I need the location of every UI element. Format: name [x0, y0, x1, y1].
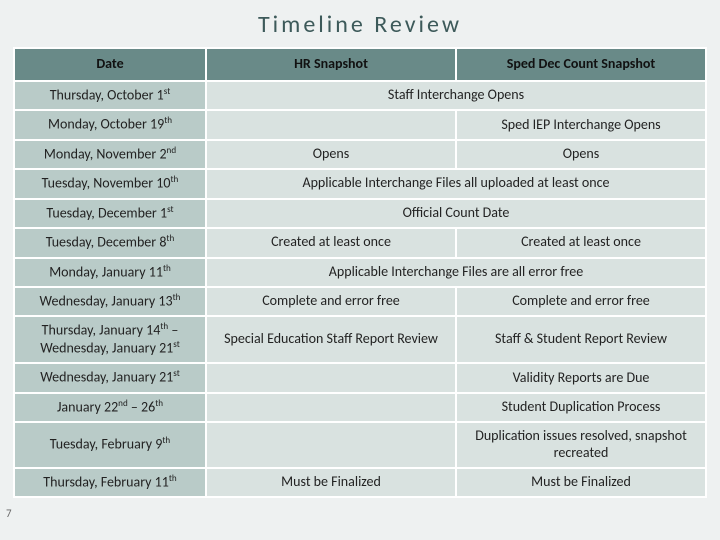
- hr-cell: Must be Finalized: [206, 468, 456, 497]
- slide-title: Timeline Review: [0, 0, 720, 47]
- hr-cell: [206, 110, 456, 139]
- date-cell: Tuesday, February 9th: [14, 422, 206, 468]
- hr-cell: [206, 393, 456, 422]
- merged-cell: Official Count Date: [206, 199, 706, 228]
- date-cell: Wednesday, January 13th: [14, 287, 206, 316]
- table-row: Thursday, February 11thMust be Finalized…: [14, 468, 706, 497]
- date-cell: Wednesday, January 21st: [14, 363, 206, 392]
- hr-cell: Special Education Staff Report Review: [206, 316, 456, 363]
- header-sped: Sped Dec Count Snapshot: [456, 48, 706, 81]
- merged-cell: Staff Interchange Opens: [206, 81, 706, 110]
- date-cell: Monday, January 11th: [14, 258, 206, 287]
- table-row: January 22nd – 26th Student Duplication P…: [14, 393, 706, 422]
- table-row: Monday, October 19th Sped IEP Interchange…: [14, 110, 706, 139]
- sped-cell: Created at least once: [456, 228, 706, 257]
- date-cell: Tuesday, November 10th: [14, 169, 206, 198]
- merged-cell: Applicable Interchange Files are all err…: [206, 258, 706, 287]
- hr-cell: [206, 422, 456, 468]
- table-header-row: Date HR Snapshot Sped Dec Count Snapshot: [14, 48, 706, 81]
- table-row: Thursday, October 1stStaff Interchange O…: [14, 81, 706, 110]
- date-cell: Thursday, February 11th: [14, 468, 206, 497]
- date-cell: Tuesday, December 1st: [14, 199, 206, 228]
- date-cell: Tuesday, December 8th: [14, 228, 206, 257]
- sped-cell: Opens: [456, 140, 706, 169]
- sped-cell: Must be Finalized: [456, 468, 706, 497]
- table-row: Thursday, January 14th – Wednesday, Janu…: [14, 316, 706, 363]
- date-cell: Monday, October 19th: [14, 110, 206, 139]
- table-row: Monday, November 2ndOpensOpens: [14, 140, 706, 169]
- sped-cell: Validity Reports are Due: [456, 363, 706, 392]
- merged-cell: Applicable Interchange Files all uploade…: [206, 169, 706, 198]
- sped-cell: Student Duplication Process: [456, 393, 706, 422]
- table-row: Wednesday, January 21st Validity Reports …: [14, 363, 706, 392]
- date-cell: Thursday, January 14th – Wednesday, Janu…: [14, 316, 206, 363]
- table-row: Tuesday, February 9th Duplication issues …: [14, 422, 706, 468]
- date-cell: Monday, November 2nd: [14, 140, 206, 169]
- header-date: Date: [14, 48, 206, 81]
- header-hr: HR Snapshot: [206, 48, 456, 81]
- sped-cell: Complete and error free: [456, 287, 706, 316]
- page-number: 7: [6, 507, 12, 520]
- hr-cell: Opens: [206, 140, 456, 169]
- hr-cell: Created at least once: [206, 228, 456, 257]
- sped-cell: Staff & Student Report Review: [456, 316, 706, 363]
- sped-cell: Duplication issues resolved, snapshot re…: [456, 422, 706, 468]
- table-row: Monday, January 11thApplicable Interchan…: [14, 258, 706, 287]
- table-row: Tuesday, November 10thApplicable Interch…: [14, 169, 706, 198]
- timeline-table: Date HR Snapshot Sped Dec Count Snapshot…: [13, 47, 707, 498]
- hr-cell: [206, 363, 456, 392]
- sped-cell: Sped IEP Interchange Opens: [456, 110, 706, 139]
- table-row: Tuesday, December 8thCreated at least on…: [14, 228, 706, 257]
- date-cell: Thursday, October 1st: [14, 81, 206, 110]
- table-row: Tuesday, December 1stOfficial Count Date: [14, 199, 706, 228]
- hr-cell: Complete and error free: [206, 287, 456, 316]
- date-cell: January 22nd – 26th: [14, 393, 206, 422]
- table-row: Wednesday, January 13thComplete and erro…: [14, 287, 706, 316]
